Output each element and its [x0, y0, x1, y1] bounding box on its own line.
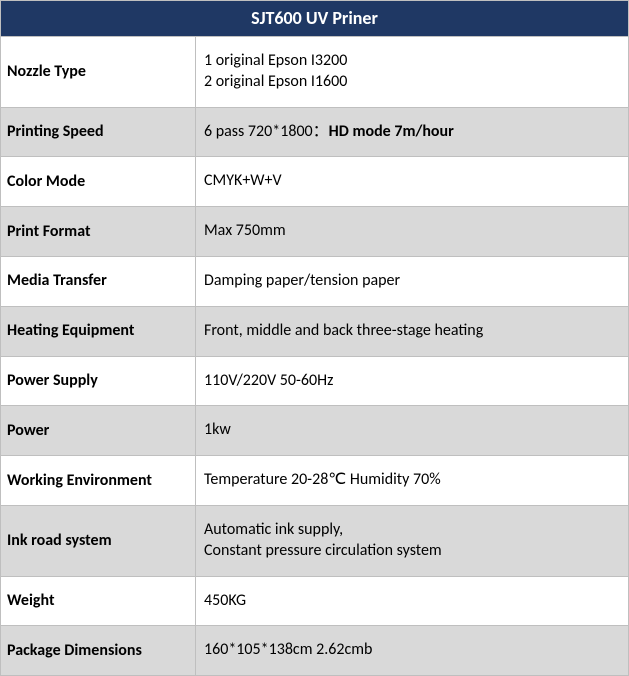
spec-value-line: Temperature 20-28℃ Humidity 70% — [204, 470, 441, 491]
spec-value: 1 original Epson I32002 original Epson I… — [196, 37, 628, 107]
spec-value: Damping paper/tension paper — [196, 257, 628, 306]
spec-value-line: 110V/220V 50-60Hz — [204, 371, 333, 392]
spec-value: Automatic ink supply,Constant pressure c… — [196, 506, 628, 576]
spec-label: Power — [1, 406, 196, 455]
spec-value: 160*105*138cm 2.62cmb — [196, 626, 628, 675]
spec-value-line: 1 original Epson I3200 — [204, 51, 347, 72]
spec-label: Nozzle Type — [1, 37, 196, 107]
spec-value-line: 6 pass 720*1800： — [204, 122, 329, 141]
spec-value: 450KG — [196, 577, 628, 626]
spec-row: Power 1kw — [1, 406, 628, 456]
spec-value: 1kw — [196, 406, 628, 455]
spec-value-line: 2 original Epson I1600 — [204, 72, 347, 93]
spec-table: SJT600 UV Priner Nozzle Type1 original E… — [0, 0, 629, 676]
spec-label: Print Format — [1, 207, 196, 256]
spec-value-line: 1kw — [204, 420, 231, 441]
spec-label: Color Mode — [1, 157, 196, 206]
spec-row: Heating Equipment Front, middle and back … — [1, 307, 628, 357]
spec-value: 110V/220V 50-60Hz — [196, 357, 628, 406]
spec-row: Power Supply 110V/220V 50-60Hz — [1, 357, 628, 407]
spec-value-line: CMYK+W+V — [204, 171, 282, 192]
spec-value: Front, middle and back three-stage heati… — [196, 307, 628, 356]
spec-row: Package Dimensions 160*105*138cm 2.62cmb — [1, 626, 628, 675]
spec-label: Working Environment — [1, 456, 196, 505]
spec-row: Ink road systemAutomatic ink supply,Cons… — [1, 506, 628, 577]
spec-label: Heating Equipment — [1, 307, 196, 356]
spec-label: Weight — [1, 577, 196, 626]
spec-label: Ink road system — [1, 506, 196, 576]
spec-row: Nozzle Type1 original Epson I32002 origi… — [1, 37, 628, 108]
spec-row: Color Mode CMYK+W+V — [1, 157, 628, 207]
spec-label: Media Transfer — [1, 257, 196, 306]
spec-label: Package Dimensions — [1, 626, 196, 675]
spec-value-line: Damping paper/tension paper — [204, 271, 400, 292]
spec-row: Printing Speed6 pass 720*1800：HD mode 7m… — [1, 108, 628, 158]
spec-value: Max 750mm — [196, 207, 628, 256]
spec-value: Temperature 20-28℃ Humidity 70% — [196, 456, 628, 505]
spec-value-line: Front, middle and back three-stage heati… — [204, 321, 483, 342]
spec-value-line: 160*105*138cm 2.62cmb — [204, 640, 372, 661]
spec-value-line: 450KG — [204, 591, 246, 612]
spec-value-line: Constant pressure circulation system — [204, 541, 442, 562]
spec-value-line: Automatic ink supply, — [204, 520, 442, 541]
spec-row: Media Transfer Damping paper/tension pape… — [1, 257, 628, 307]
spec-row: Working Environment Temperature 20-28℃ Hu… — [1, 456, 628, 506]
spec-label: Power Supply — [1, 357, 196, 406]
spec-row: Weight 450KG — [1, 577, 628, 627]
spec-row: Print Format Max 750mm — [1, 207, 628, 257]
table-title: SJT600 UV Priner — [1, 1, 628, 37]
spec-value: 6 pass 720*1800：HD mode 7m/hour — [196, 108, 628, 157]
spec-label: Printing Speed — [1, 108, 196, 157]
table-body: Nozzle Type1 original Epson I32002 origi… — [1, 37, 628, 675]
spec-value-line: HD mode 7m/hour — [329, 122, 454, 141]
spec-value: CMYK+W+V — [196, 157, 628, 206]
spec-value-line: Max 750mm — [204, 221, 286, 242]
